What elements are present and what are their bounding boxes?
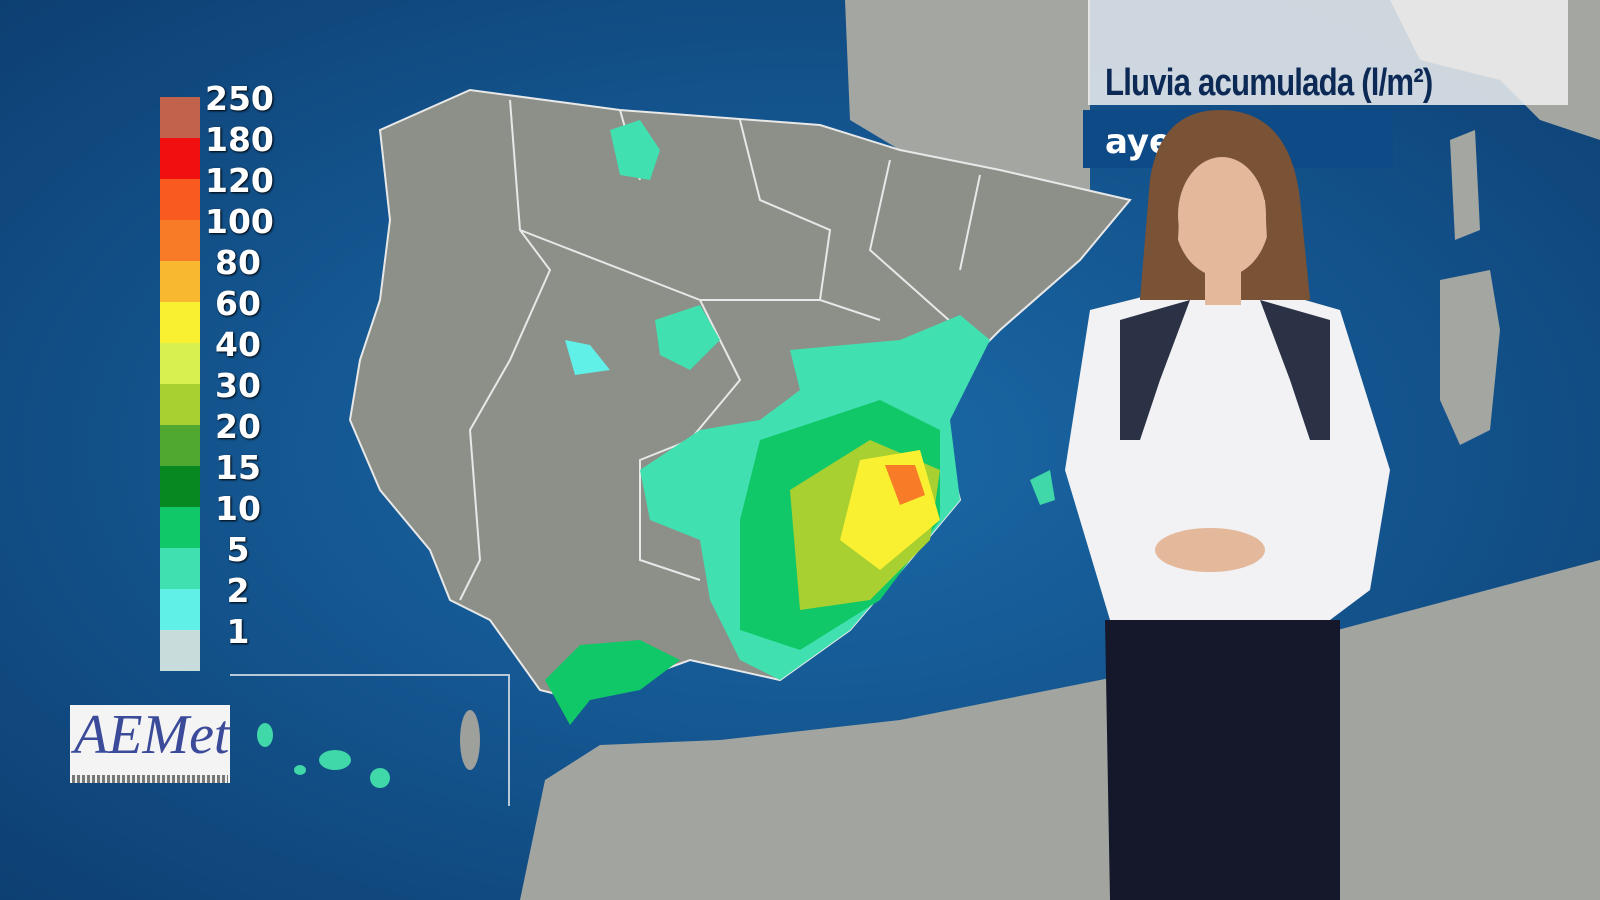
rain-area-south bbox=[545, 640, 680, 725]
legend-swatch bbox=[160, 220, 200, 261]
land-corsica bbox=[1450, 130, 1480, 240]
rainfall-legend-labels: 250 180 120 100 80 60 40 30 20 15 10 5 2 1 bbox=[205, 78, 274, 652]
legend-label: 40 bbox=[215, 325, 261, 364]
legend-swatch bbox=[160, 138, 200, 179]
legend-label: 60 bbox=[215, 284, 261, 323]
map-subtitle: aye bbox=[1105, 122, 1173, 162]
aemet-logo: AEMet bbox=[70, 704, 230, 783]
legend-swatch bbox=[160, 466, 200, 507]
rain-area-centre bbox=[655, 305, 720, 370]
legend-label: 30 bbox=[215, 366, 261, 405]
legend-swatch bbox=[160, 589, 200, 630]
legend-label: 20 bbox=[215, 407, 261, 446]
legend-swatch bbox=[160, 507, 200, 548]
rain-area-north bbox=[610, 120, 660, 180]
canary-islands bbox=[257, 710, 480, 788]
legend-label: 80 bbox=[215, 243, 261, 282]
legend-label: 180 bbox=[205, 120, 274, 159]
legend-swatch bbox=[160, 548, 200, 589]
land-sardinia bbox=[1440, 270, 1500, 445]
canary-islands-inset-frame bbox=[230, 674, 510, 806]
legend-label: 100 bbox=[205, 202, 274, 241]
legend-swatch bbox=[160, 425, 200, 466]
legend-label: 120 bbox=[205, 161, 274, 200]
legend-swatch bbox=[160, 302, 200, 343]
legend-label: 5 bbox=[226, 530, 250, 569]
legend-swatch bbox=[160, 261, 200, 302]
rainfall-legend bbox=[160, 97, 200, 671]
legend-swatch bbox=[160, 343, 200, 384]
legend-label: 250 bbox=[205, 79, 274, 118]
title-panel bbox=[1088, 0, 1568, 105]
land-balearic bbox=[1030, 470, 1055, 505]
legend-swatch bbox=[160, 97, 200, 138]
land-france bbox=[845, 0, 1090, 190]
legend-label: 1 bbox=[226, 612, 250, 651]
legend-swatch bbox=[160, 384, 200, 425]
map-title: Lluvia acumulada (l/m²) bbox=[1105, 62, 1433, 104]
legend-swatch bbox=[160, 630, 200, 671]
rain-area-peak bbox=[885, 465, 925, 505]
rain-area-centre-west bbox=[565, 340, 610, 375]
legend-swatch bbox=[160, 179, 200, 220]
legend-label: 2 bbox=[226, 571, 250, 610]
legend-label: 15 bbox=[215, 448, 261, 487]
legend-label: 10 bbox=[215, 489, 261, 528]
